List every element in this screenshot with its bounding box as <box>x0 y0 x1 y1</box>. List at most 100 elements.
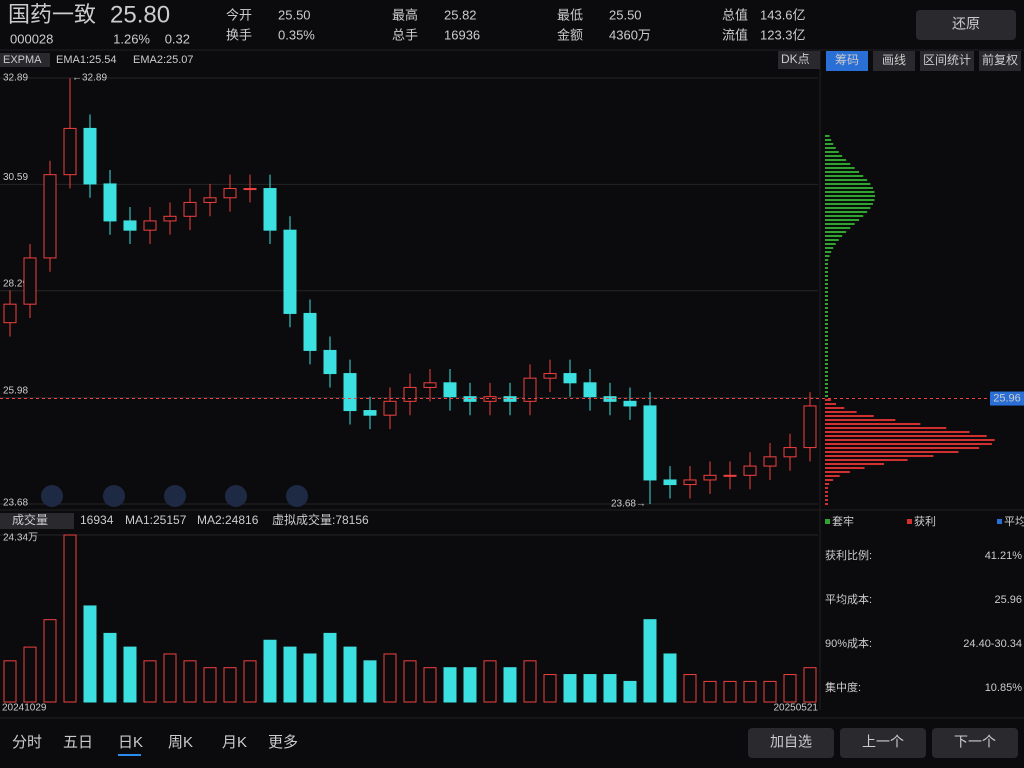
indicator-name[interactable]: EXPMA <box>3 54 42 66</box>
chip-bar <box>825 423 921 425</box>
tab-label[interactable]: 前复权 <box>982 52 1018 67</box>
footer-button[interactable] <box>932 728 1018 758</box>
volume-title[interactable]: 成交量 <box>12 512 48 527</box>
zoom-button[interactable] <box>286 485 308 507</box>
chip-stat-label: 集中度: <box>825 680 861 694</box>
candle-body <box>63 127 77 176</box>
volume-bar <box>263 639 277 703</box>
chip-bar <box>825 151 839 153</box>
footer-button-label[interactable]: 加自选 <box>770 734 812 750</box>
candle-body <box>23 257 37 305</box>
volume-bar <box>43 619 57 703</box>
volume-bar <box>623 680 637 703</box>
candle-body <box>343 373 357 412</box>
stat-label: 最高 <box>392 7 418 22</box>
chip-bar <box>825 271 828 273</box>
tab-label[interactable]: 画线 <box>882 53 906 67</box>
zoom-button[interactable] <box>164 485 186 507</box>
legend-swatch <box>825 519 830 524</box>
chip-bar <box>825 407 845 409</box>
indicator-select[interactable] <box>0 53 50 67</box>
candle-body <box>83 127 97 185</box>
candle-body <box>523 377 537 402</box>
legend-label: 获利 <box>914 515 936 528</box>
chip-bar <box>825 195 875 197</box>
chip-bar <box>825 255 830 257</box>
chip-bar <box>825 335 828 337</box>
chip-bar <box>825 455 934 457</box>
chip-bar <box>825 183 871 185</box>
volume-bar <box>803 667 817 703</box>
restore-button[interactable] <box>916 10 1016 40</box>
stat-label: 金额 <box>557 27 583 42</box>
candle-body <box>643 405 657 481</box>
zoom-button[interactable] <box>41 485 63 507</box>
x-end-label: 20250521 <box>774 703 819 714</box>
chip-bar <box>825 503 828 505</box>
volume-bar <box>563 674 577 703</box>
period-tab[interactable]: 五日 <box>63 734 93 751</box>
chip-bar <box>825 163 851 165</box>
candle-body <box>583 382 597 398</box>
footer-button-label[interactable]: 下一个 <box>954 734 996 750</box>
stat-label: 流值 <box>722 27 748 42</box>
period-tab[interactable]: 周K <box>168 734 193 751</box>
chip-bar <box>825 355 828 357</box>
candle-body <box>363 410 377 416</box>
chip-bar <box>825 227 851 229</box>
period-tab[interactable]: 分时 <box>12 734 42 751</box>
volume-select[interactable] <box>0 513 74 529</box>
volume-bar <box>583 674 597 703</box>
dk-button[interactable] <box>778 51 820 69</box>
chip-stat-label: 平均成本: <box>825 592 872 606</box>
high-annotation: ←32.89 <box>72 73 107 84</box>
footer-button[interactable] <box>748 728 834 758</box>
candle-body <box>143 220 157 231</box>
zoom-button[interactable] <box>225 485 247 507</box>
chip-bar <box>825 427 947 429</box>
chip-bar <box>825 287 828 289</box>
footer-button[interactable] <box>840 728 926 758</box>
tab-label[interactable]: 筹码 <box>835 53 859 67</box>
chip-bar <box>825 251 832 253</box>
chip-bar <box>825 395 828 397</box>
tab[interactable] <box>873 51 915 71</box>
chip-bar <box>825 463 885 465</box>
candle-body <box>803 405 817 449</box>
change-pct: 1.26% <box>113 31 150 46</box>
candle-body <box>223 188 237 199</box>
chip-bar <box>825 295 828 297</box>
tab[interactable] <box>826 51 868 71</box>
chip-bar <box>825 179 868 181</box>
chip-bar <box>825 371 828 373</box>
zoom-button[interactable] <box>103 485 125 507</box>
footer-button-label[interactable]: 上一个 <box>862 734 904 750</box>
volume-bar <box>743 680 757 703</box>
volume-latest: 16934 <box>80 513 114 527</box>
volume-bar <box>203 667 217 703</box>
chip-bar <box>825 263 828 265</box>
period-tab[interactable]: 更多 <box>268 734 298 751</box>
volume-bar <box>523 660 537 703</box>
restore-text[interactable]: 还原 <box>952 16 980 32</box>
dk-text[interactable]: DK点 <box>781 52 810 66</box>
chip-bar <box>825 391 828 393</box>
chip-bar <box>825 203 873 205</box>
period-tab[interactable]: 月K <box>222 734 247 751</box>
chip-bar <box>825 459 908 461</box>
tab[interactable] <box>979 51 1021 71</box>
chip-bar <box>825 383 828 385</box>
chip-bar <box>825 143 834 145</box>
candle-body <box>163 215 177 222</box>
candle-body <box>723 474 737 477</box>
candle-body <box>623 400 637 407</box>
tab[interactable] <box>920 51 974 71</box>
chip-bar <box>825 323 828 325</box>
volume-bar <box>483 660 497 703</box>
tab-label[interactable]: 区间统计 <box>923 53 971 67</box>
period-tab[interactable]: 日K <box>118 734 143 751</box>
y-tick-label: 24.34万 <box>3 533 38 544</box>
candle-body <box>663 479 677 486</box>
volume-bar <box>643 619 657 703</box>
chip-bar <box>825 135 830 137</box>
